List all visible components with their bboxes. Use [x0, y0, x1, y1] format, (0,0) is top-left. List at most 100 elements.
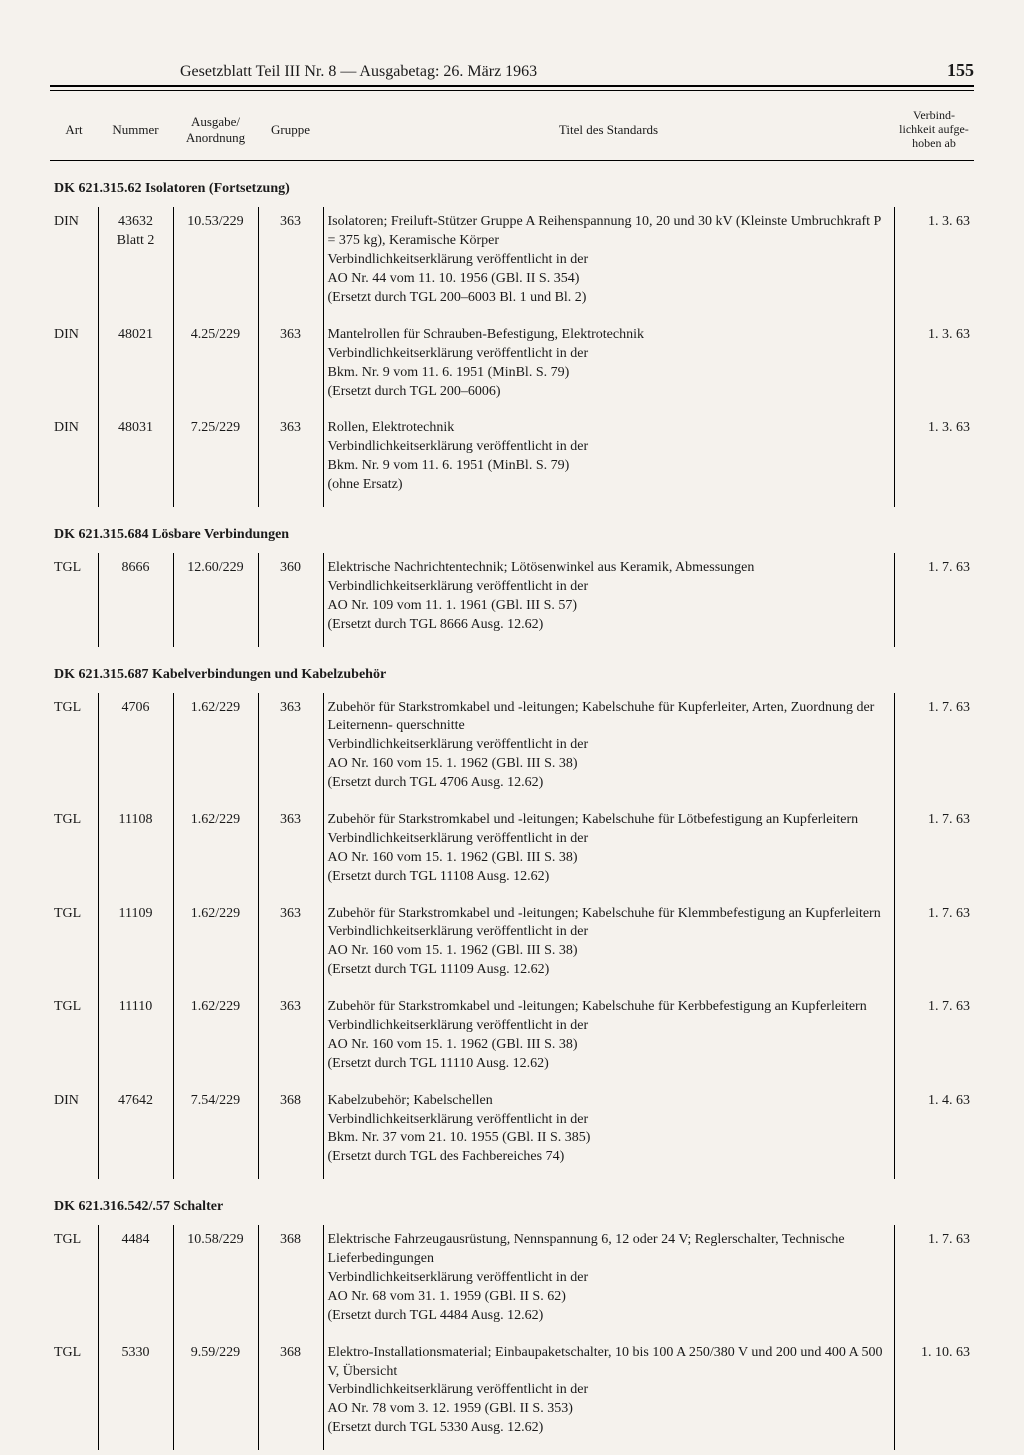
cell-art: TGL [50, 1225, 98, 1337]
table-body: DK 621.315.62 Isolatoren (Fortsetzung)DI… [50, 161, 974, 1450]
cell-verbind: 1. 7. 63 [894, 693, 974, 805]
titel-line: (Ersetzt durch TGL 8666 Ausg. 12.62) [328, 616, 890, 635]
cell-gruppe: 363 [258, 899, 323, 993]
cell-nummer: 48031 [98, 413, 173, 507]
table-row: TGL866612.60/229360 Elektrische Nachricht… [50, 553, 974, 647]
titel-line: Elektrische Nachrichtentechnik; Lötösenw… [328, 559, 890, 578]
titel-line: Zubehör für Starkstromkabel und -leitung… [328, 998, 890, 1017]
section-heading-text: DK 621.315.62 Isolatoren (Fortsetzung) [50, 161, 974, 208]
cell-verbind: 1. 7. 63 [894, 805, 974, 899]
titel-line: AO Nr. 160 vom 15. 1. 1962 (GBl. III S. … [328, 755, 890, 774]
cell-ausgabe: 1.62/229 [173, 899, 258, 993]
cell-art: TGL [50, 693, 98, 805]
titel-line: Verbindlichkeitserklärung veröffentlicht… [328, 345, 890, 364]
col-header-gruppe: Gruppe [258, 103, 323, 161]
cell-verbind: 1. 7. 63 [894, 553, 974, 647]
cell-titel: Elektro-Installationsmaterial; Einbaupak… [323, 1338, 894, 1450]
section-heading-text: DK 621.315.687 Kabelverbindungen und Kab… [50, 647, 974, 693]
col-header-ausgabe: Ausgabe/ Anordnung [173, 103, 258, 161]
titel-line: Zubehör für Starkstromkabel und -leitung… [328, 905, 890, 924]
cell-verbind: 1. 7. 63 [894, 899, 974, 993]
cell-ausgabe: 7.25/229 [173, 413, 258, 507]
cell-titel: Zubehör für Starkstromkabel und -leitung… [323, 992, 894, 1086]
titel-line: Verbindlichkeitserklärung veröffentlicht… [328, 1381, 890, 1400]
cell-gruppe: 363 [258, 320, 323, 414]
col-header-verbind: Verbind- lichkeit aufge- hoben ab [894, 103, 974, 161]
col-header-titel: Titel des Standards [323, 103, 894, 161]
cell-ausgabe: 12.60/229 [173, 553, 258, 647]
cell-verbind: 1. 3. 63 [894, 413, 974, 507]
cell-nummer: 8666 [98, 553, 173, 647]
cell-gruppe: 368 [258, 1086, 323, 1180]
cell-titel: Elektrische Nachrichtentechnik; Lötösenw… [323, 553, 894, 647]
titel-line: Elektro-Installationsmaterial; Einbaupak… [328, 1344, 890, 1382]
cell-verbind: 1. 7. 63 [894, 1225, 974, 1337]
titel-line: Verbindlichkeitserklärung veröffentlicht… [328, 578, 890, 597]
section-heading: DK 621.315.62 Isolatoren (Fortsetzung) [50, 161, 974, 208]
titel-line: Bkm. Nr. 9 vom 11. 6. 1951 (MinBl. S. 79… [328, 364, 890, 383]
table-row: TGL47061.62/229363Zubehör für Starkstrom… [50, 693, 974, 805]
table-row: DIN480317.25/229363Rollen, Elektrotechni… [50, 413, 974, 507]
titel-line: Verbindlichkeitserklärung veröffentlicht… [328, 251, 890, 270]
col-header-art: Art [50, 103, 98, 161]
cell-ausgabe: 7.54/229 [173, 1086, 258, 1180]
cell-nummer: 11110 [98, 992, 173, 1086]
cell-ausgabe: 10.58/229 [173, 1225, 258, 1337]
titel-line: Bkm. Nr. 37 vom 21. 10. 1955 (GBl. II S.… [328, 1129, 890, 1148]
cell-art: TGL [50, 553, 98, 647]
cell-gruppe: 360 [258, 553, 323, 647]
cell-titel: Zubehör für Starkstromkabel und -leitung… [323, 805, 894, 899]
cell-art: DIN [50, 207, 98, 319]
cell-gruppe: 363 [258, 992, 323, 1086]
cell-titel: Zubehör für Starkstromkabel und -leitung… [323, 693, 894, 805]
cell-art: TGL [50, 899, 98, 993]
titel-line: Elektrische Fahrzeugausrüstung, Nennspan… [328, 1231, 890, 1269]
cell-art: DIN [50, 320, 98, 414]
section-heading-text: DK 621.315.684 Lösbare Verbindungen [50, 507, 974, 553]
titel-line: Verbindlichkeitserklärung veröffentlicht… [328, 923, 890, 942]
table-row: DIN43632Blatt 210.53/229363Isolatoren; F… [50, 207, 974, 319]
titel-line: Verbindlichkeitserklärung veröffentlicht… [328, 1111, 890, 1130]
standards-table: Art Nummer Ausgabe/ Anordnung Gruppe Tit… [50, 103, 974, 1450]
section-heading: DK 621.316.542/.57 Schalter [50, 1179, 974, 1225]
table-row: TGL111091.62/229363 Zubehör für Starkstro… [50, 899, 974, 993]
titel-line: (Ersetzt durch TGL 4706 Ausg. 12.62) [328, 774, 890, 793]
titel-line: (Ersetzt durch TGL 11108 Ausg. 12.62) [328, 868, 890, 887]
titel-line: AO Nr. 109 vom 11. 1. 1961 (GBl. III S. … [328, 597, 890, 616]
cell-nummer: 47642 [98, 1086, 173, 1180]
titel-line: AO Nr. 68 vom 31. 1. 1959 (GBl. II S. 62… [328, 1288, 890, 1307]
page-header: Gesetzblatt Teil III Nr. 8 — Ausgabetag:… [50, 60, 974, 87]
titel-line: AO Nr. 160 vom 15. 1. 1962 (GBl. III S. … [328, 942, 890, 961]
titel-line: (Ersetzt durch TGL 200–6003 Bl. 1 und Bl… [328, 289, 890, 308]
cell-ausgabe: 9.59/229 [173, 1338, 258, 1450]
titel-line: Verbindlichkeitserklärung veröffentlicht… [328, 1269, 890, 1288]
titel-line: Verbindlichkeitserklärung veröffentlicht… [328, 830, 890, 849]
table-row: DIN476427.54/229368Kabelzubehör; Kabelsc… [50, 1086, 974, 1180]
cell-gruppe: 363 [258, 693, 323, 805]
cell-gruppe: 363 [258, 413, 323, 507]
cell-titel: Elektrische Fahrzeugausrüstung, Nennspan… [323, 1225, 894, 1337]
cell-nummer: 11109 [98, 899, 173, 993]
cell-ausgabe: 1.62/229 [173, 992, 258, 1086]
titel-line: Mantelrollen für Schrauben-Befestigung, … [328, 326, 890, 345]
titel-line: Bkm. Nr. 9 vom 11. 6. 1951 (MinBl. S. 79… [328, 457, 890, 476]
cell-nummer: 11108 [98, 805, 173, 899]
cell-art: TGL [50, 805, 98, 899]
cell-titel: Mantelrollen für Schrauben-Befestigung, … [323, 320, 894, 414]
cell-nummer: 4706 [98, 693, 173, 805]
titel-line: (Ersetzt durch TGL 5330 Ausg. 12.62) [328, 1419, 890, 1438]
titel-line: (Ersetzt durch TGL 11110 Ausg. 12.62) [328, 1055, 890, 1074]
cell-gruppe: 363 [258, 805, 323, 899]
cell-art: DIN [50, 413, 98, 507]
cell-verbind: 1. 3. 63 [894, 320, 974, 414]
section-heading: DK 621.315.684 Lösbare Verbindungen [50, 507, 974, 553]
cell-verbind: 1. 3. 63 [894, 207, 974, 319]
titel-line: Verbindlichkeitserklärung veröffentlicht… [328, 438, 890, 457]
cell-ausgabe: 10.53/229 [173, 207, 258, 319]
cell-gruppe: 363 [258, 207, 323, 319]
section-heading: DK 621.315.687 Kabelverbindungen und Kab… [50, 647, 974, 693]
titel-line: (ohne Ersatz) [328, 476, 890, 495]
table-header-row: Art Nummer Ausgabe/ Anordnung Gruppe Tit… [50, 103, 974, 161]
table-row: TGL111101.62/229363Zubehör für Starkstro… [50, 992, 974, 1086]
cell-titel: Isolatoren; Freiluft-Stützer Gruppe A Re… [323, 207, 894, 319]
